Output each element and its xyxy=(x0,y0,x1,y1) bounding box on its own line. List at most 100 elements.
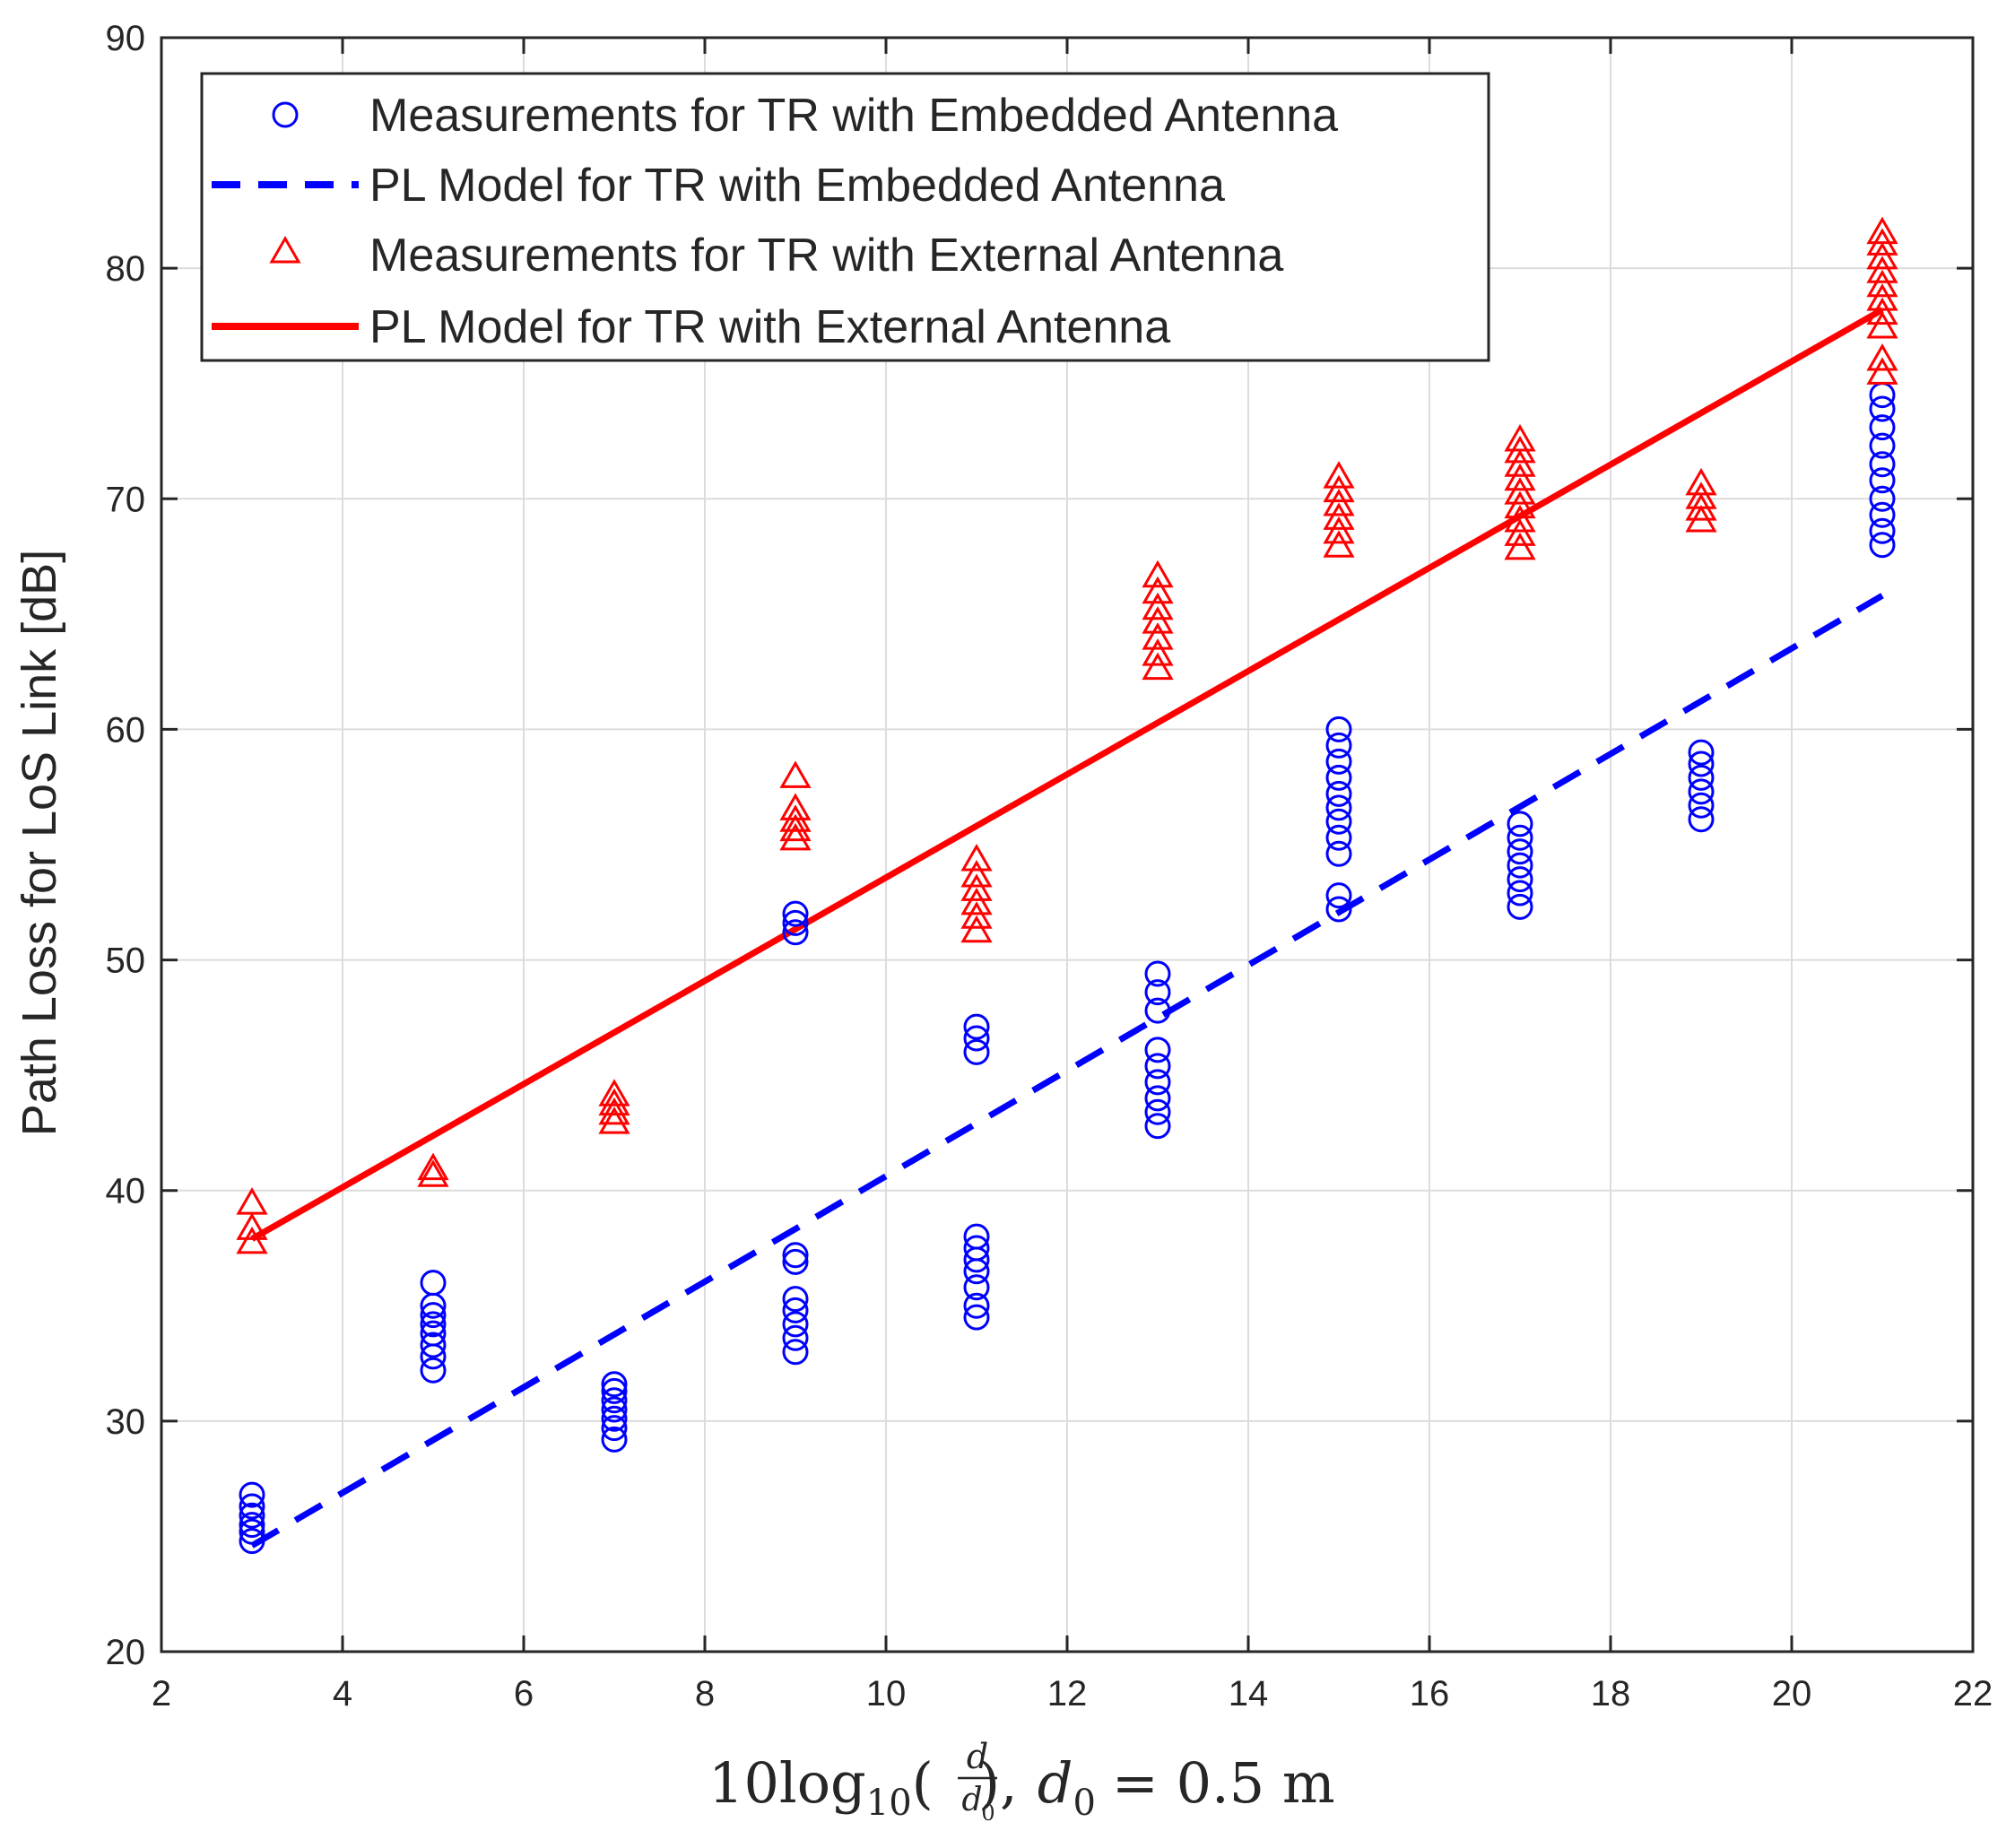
legend-label: PL Model for TR with Embedded Antenna xyxy=(369,160,1225,212)
y-tick-label: 30 xyxy=(106,1402,146,1442)
external-measurement-point xyxy=(236,1187,268,1215)
x-tick-label: 18 xyxy=(1591,1674,1631,1714)
y-tick-labels: 20 30 40 50 60 70 80 90 xyxy=(106,19,146,1672)
external-measurement-point xyxy=(598,1106,630,1134)
data-markers xyxy=(236,216,1898,1555)
legend-triangle-marker-icon xyxy=(269,235,301,264)
external-measurement-point xyxy=(1504,532,1536,560)
embedded-measurement-point xyxy=(963,1304,990,1331)
embedded-measurement-point xyxy=(1325,794,1352,821)
embedded-measurement-point xyxy=(601,1387,628,1414)
external-measurement-point xyxy=(1142,622,1174,650)
external-measurement-point xyxy=(779,813,812,842)
model-lines xyxy=(250,307,1884,1549)
embedded-measurement-point xyxy=(1507,824,1533,851)
external-measurement-point xyxy=(960,843,993,872)
embedded-measurement-point xyxy=(1325,808,1352,835)
embedded-measurement-point xyxy=(1325,896,1352,923)
embedded-measurement-point xyxy=(239,1493,265,1520)
external-measurement-point xyxy=(1323,461,1355,489)
external-measurement-point xyxy=(960,887,993,915)
external-measurement-point xyxy=(1866,310,1898,339)
embedded-measurement-point xyxy=(782,919,809,946)
external-measurement-point xyxy=(417,1159,449,1187)
external-measurement-point xyxy=(960,915,993,943)
embedded-measurement-point xyxy=(963,1235,990,1262)
embedded-measurement-point xyxy=(239,1528,265,1555)
embedded-measurement-point xyxy=(420,1311,447,1338)
embedded-measurement-point xyxy=(1869,451,1896,478)
embedded-measurement-point xyxy=(1688,792,1715,819)
legend-entry-external-model: PL Model for TR with External Antenna xyxy=(212,301,1170,353)
external-measurement-point xyxy=(1685,482,1717,509)
legend-circle-marker-icon xyxy=(272,101,299,128)
embedded-measurement-point xyxy=(1869,532,1896,559)
embedded-measurement-point xyxy=(782,900,809,927)
embedded-measurement-point xyxy=(420,1302,447,1329)
embedded-measurement-point xyxy=(601,1371,628,1398)
embedded-measurement-point xyxy=(963,1274,990,1301)
embedded-measurement-point xyxy=(1325,840,1352,867)
x-label-frac-den: d xyxy=(961,1782,982,1818)
embedded-measurement-point xyxy=(1325,748,1352,775)
axis-ticks xyxy=(160,36,1975,1653)
external-model-line xyxy=(250,307,1884,1242)
external-measurement-point xyxy=(1504,423,1536,452)
embedded-measurement-point xyxy=(1688,750,1715,777)
external-measurement-point xyxy=(1323,474,1355,503)
external-measurement-point xyxy=(1866,256,1898,283)
embedded-measurement-point xyxy=(1325,716,1352,742)
embedded-measurement-point xyxy=(1144,1113,1171,1140)
y-tick-label: 50 xyxy=(106,941,146,981)
x-label-frac-den-sub: 0 xyxy=(981,1800,994,1826)
external-measurement-point xyxy=(1866,269,1898,298)
x-label-prefix: 10log xyxy=(708,1750,866,1816)
embedded-measurement-point xyxy=(1325,882,1352,909)
embedded-measurement-point xyxy=(963,1025,990,1052)
embedded-measurement-point xyxy=(1144,979,1171,1006)
legend-box xyxy=(200,72,1490,362)
x-label-var: d xyxy=(1038,1750,1073,1816)
embedded-measurement-point xyxy=(1144,960,1171,987)
external-measurement-point xyxy=(1866,343,1898,371)
embedded-measurement-point xyxy=(963,1013,990,1040)
embedded-measurement-point xyxy=(601,1405,628,1432)
embedded-measurement-point xyxy=(1507,866,1533,893)
external-measurement-point xyxy=(1504,477,1536,505)
embedded-measurement-point xyxy=(1869,485,1896,512)
embedded-measurement-point xyxy=(782,1324,809,1351)
plot-area xyxy=(236,216,1898,1555)
x-label-frac-num: d xyxy=(967,1737,988,1776)
x-tick-label: 2 xyxy=(152,1674,171,1714)
external-measurement-point xyxy=(779,822,812,851)
embedded-measurement-point xyxy=(782,1311,809,1338)
external-measurement-point xyxy=(1685,467,1717,496)
embedded-measurement-point xyxy=(420,1270,447,1297)
embedded-measurement-point xyxy=(1325,780,1352,807)
y-tick-label: 60 xyxy=(106,710,146,750)
embedded-measurement-point xyxy=(1869,432,1896,459)
legend-label: Measurements for TR with External Antenn… xyxy=(369,230,1283,282)
embedded-measurement-point xyxy=(1507,811,1533,837)
embedded-measurement-point xyxy=(601,1426,628,1453)
embedded-measurement-point xyxy=(1325,764,1352,791)
embedded-measurement-point xyxy=(1144,1085,1171,1112)
legend-entry-embedded-measurements: Measurements for TR with Embedded Antenn… xyxy=(272,90,1338,142)
x-tick-labels: 2 4 6 8 10 12 14 16 18 20 22 xyxy=(152,1674,1993,1714)
external-measurement-point xyxy=(1142,638,1174,666)
y-tick-label: 70 xyxy=(106,480,146,519)
embedded-measurement-point xyxy=(601,1377,628,1404)
external-measurement-point xyxy=(779,760,812,788)
external-measurement-point xyxy=(417,1152,449,1181)
embedded-measurement-point xyxy=(963,1038,990,1065)
embedded-measurement-point xyxy=(239,1502,265,1529)
legend-entry-external-measurements: Measurements for TR with External Antenn… xyxy=(269,230,1283,282)
embedded-measurement-point xyxy=(420,1332,447,1358)
external-measurement-point xyxy=(1323,488,1355,516)
embedded-measurement-point xyxy=(1507,893,1533,920)
embedded-measurement-point xyxy=(1325,824,1352,851)
x-label-rest: = 0.5 m xyxy=(1112,1750,1335,1816)
external-measurement-point xyxy=(1142,576,1174,604)
embedded-measurement-point xyxy=(239,1512,265,1539)
external-measurement-point xyxy=(779,793,812,820)
